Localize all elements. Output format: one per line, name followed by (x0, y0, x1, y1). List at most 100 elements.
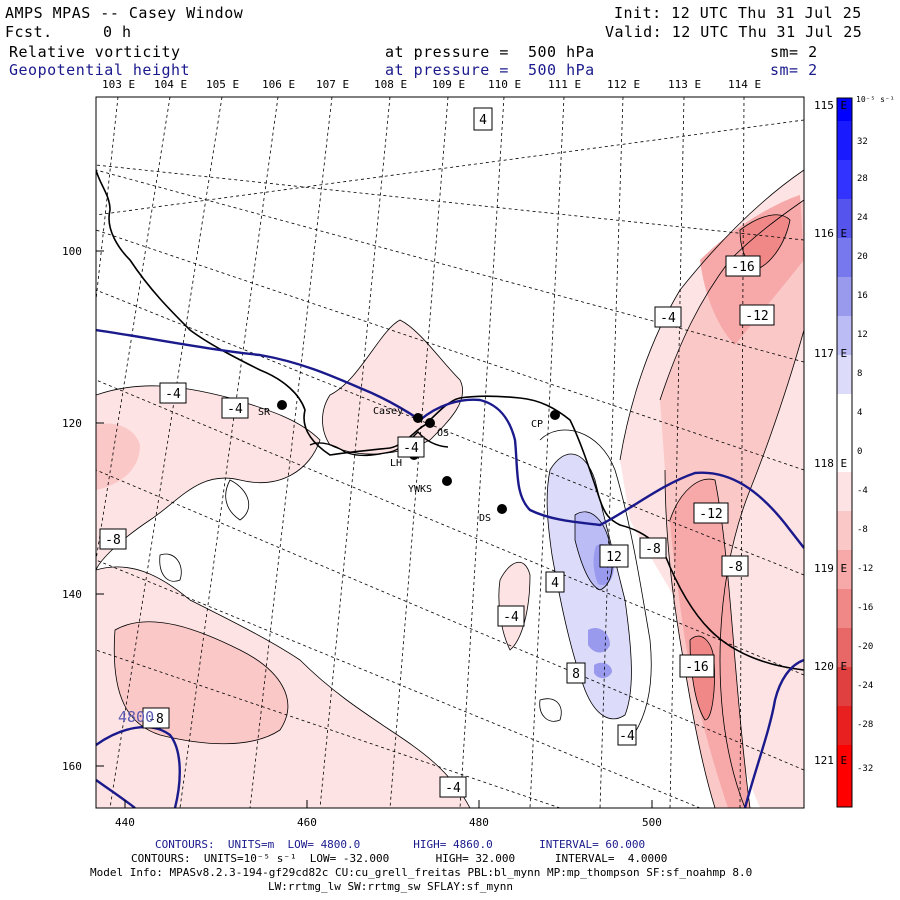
station-dot-os (425, 418, 435, 428)
colorbar-tick: 32 (857, 137, 868, 147)
lon-label-right: 115 E (814, 99, 848, 112)
station-dot-ds (497, 504, 507, 514)
lon-label: 105 E (206, 78, 240, 91)
colorbar-tick: -16 (857, 603, 874, 613)
model-info-line2: LW:rrtmg_lw SW:rrtmg_sw SFLAY:sf_mynn (268, 880, 514, 893)
contour-label: -4 (403, 441, 419, 456)
contour-label: -8 (105, 533, 121, 548)
station-label-cp: CP (531, 419, 543, 430)
init-time: Init: 12 UTC Thu 31 Jul 25 (614, 4, 862, 22)
contour-label: 12 (606, 550, 622, 565)
lon-label: 111 E (548, 78, 582, 91)
contour-label: 4 (479, 113, 487, 128)
colorbar-tick: -32 (857, 764, 874, 774)
lon-label-right: 121 E (814, 754, 848, 767)
lon-label-right: 117 E (814, 347, 848, 360)
contour-label: -4 (227, 402, 243, 417)
x-axis-label: 460 (297, 816, 317, 829)
lon-label: 106 E (262, 78, 296, 91)
y-axis-label: 100 (62, 245, 82, 258)
colorbar-tick: 16 (857, 291, 868, 301)
contour-label: -4 (503, 610, 519, 625)
colorbar-tick: 8 (857, 369, 863, 379)
field1-level: at pressure = 500 hPa (385, 43, 595, 61)
contour-label: -12 (745, 309, 768, 324)
colorbar-tick: 24 (857, 213, 868, 223)
plot-frame (95, 96, 805, 809)
station-label-ywks: YWKS (408, 484, 432, 495)
model-info: Model Info: MPASv8.2.3-194-gf29cd82c CU:… (90, 866, 753, 879)
colorbar (836, 97, 853, 808)
y-axis-label: 120 (62, 417, 82, 430)
contour-label-boxes (99, 107, 775, 798)
axis-ticks (96, 250, 653, 808)
vorticity-contour-info: CONTOURS: UNITS=10⁻⁵ s⁻¹ LOW= -32.000 HI… (131, 852, 668, 865)
forecast-label: Fcst. (5, 23, 53, 41)
station-label-casey: Casey (373, 406, 403, 417)
contour-label: -4 (445, 781, 461, 796)
station-label-os: OS (437, 428, 449, 439)
colorbar-tick: 0 (857, 447, 863, 457)
colorbar-tick: -8 (857, 525, 868, 535)
contour-label: -8 (727, 560, 743, 575)
station-labels: SR Casey OS LH YWKS DS CP (258, 406, 543, 524)
height-contour-label: 4800 (118, 708, 154, 726)
colorbar-tick: 4 (857, 408, 863, 418)
geopotential-contours (96, 328, 804, 808)
contour-label: -16 (731, 260, 754, 275)
field1-name: Relative vorticity (9, 43, 181, 61)
map-title: AMPS MPAS -- Casey Window (5, 4, 244, 22)
lon-label: 114 E (728, 78, 762, 91)
station-dot-casey (413, 413, 423, 423)
field2-name: Geopotential height (9, 61, 191, 79)
lon-label: 108 E (374, 78, 408, 91)
coastline-inner (309, 430, 449, 457)
colorbar-tick: 12 (857, 330, 868, 340)
lon-label-right: 119 E (814, 562, 848, 575)
contour-labels: 4 -4 -4 -4 -16 -12 -4 -8 -4 -8 -12 12 4 … (105, 113, 769, 796)
lon-label-right: 120 E (814, 660, 848, 673)
contour-label: -8 (645, 542, 661, 557)
station-label-ds: DS (479, 513, 491, 524)
lon-label: 112 E (607, 78, 641, 91)
contour-label: -4 (619, 729, 635, 744)
lon-label: 113 E (668, 78, 702, 91)
x-axis-label: 500 (642, 816, 662, 829)
valid-time: Valid: 12 UTC Thu 31 Jul 25 (605, 23, 863, 41)
colorbar-tick: 20 (857, 252, 868, 262)
field2-level: at pressure = 500 hPa (385, 61, 595, 79)
lon-label: 109 E (432, 78, 466, 91)
station-dot-sr (277, 400, 287, 410)
x-axis-label: 440 (115, 816, 135, 829)
lat-lon-grid (96, 97, 804, 808)
contour-label: -12 (699, 507, 722, 522)
station-label-lh: LH (390, 458, 402, 469)
y-axis-label: 160 (62, 760, 82, 773)
field2-smoothing: sm= 2 (770, 61, 818, 79)
colorbar-tick: 28 (857, 174, 868, 184)
contour-label: -4 (660, 311, 676, 326)
contour-label: 4 (551, 576, 559, 591)
station-dot-cp (550, 410, 560, 420)
lon-label: 104 E (154, 78, 188, 91)
forecast-hour: 0 h (103, 23, 132, 41)
lon-label: 107 E (316, 78, 350, 91)
x-axis-label: 480 (469, 816, 489, 829)
lon-label-right: 116 E (814, 227, 848, 240)
colorbar-unit: 10⁻⁵ s⁻¹ (856, 95, 895, 104)
station-label-sr: SR (258, 407, 271, 418)
colorbar-tick: -12 (857, 564, 874, 574)
colorbar-tick: -28 (857, 720, 874, 730)
contour-label: 8 (572, 667, 580, 682)
colorbar-tick: -4 (857, 486, 868, 496)
colorbar-tick: -20 (857, 642, 874, 652)
contour-label: -4 (165, 387, 181, 402)
colorbar-tick: -24 (857, 681, 874, 691)
lon-label: 110 E (488, 78, 522, 91)
station-dot-ywks (442, 476, 452, 486)
height-contour-info: CONTOURS: UNITS=m LOW= 4800.0 HIGH= 4860… (155, 838, 646, 851)
contour-label: -16 (685, 660, 708, 675)
lon-label-right: 118 E (814, 457, 848, 470)
y-axis-label: 140 (62, 588, 82, 601)
